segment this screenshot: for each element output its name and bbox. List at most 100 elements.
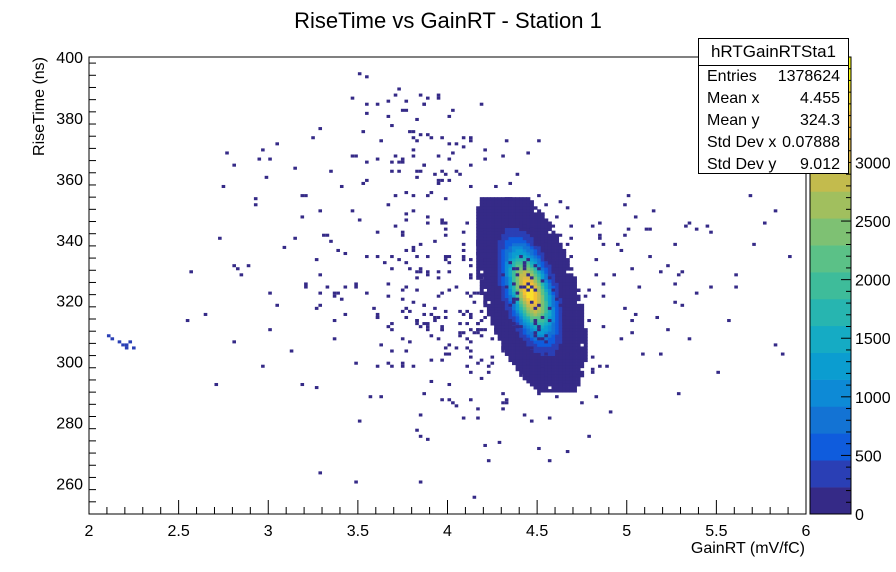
heatmap-cell — [400, 337, 405, 341]
heatmap-cell — [572, 282, 577, 286]
heatmap-cell — [537, 139, 541, 143]
heatmap-cell — [544, 306, 549, 311]
heatmap-cell — [537, 267, 541, 271]
heatmap-cell — [501, 230, 506, 235]
heatmap-cell — [544, 258, 548, 262]
heatmap-cell — [508, 261, 513, 265]
heatmap-cell — [526, 331, 531, 335]
heatmap-cell — [339, 184, 344, 189]
heatmap-cell — [515, 248, 520, 253]
heatmap-cell — [522, 294, 527, 299]
heatmap-cell — [400, 157, 405, 161]
heatmap-cell — [476, 322, 480, 326]
heatmap-cell — [544, 352, 548, 356]
heatmap-cell — [565, 303, 570, 308]
heatmap-cell — [583, 294, 588, 298]
color-scale-segment — [810, 460, 851, 488]
heatmap-cell — [544, 294, 549, 299]
heatmap-cell — [555, 364, 560, 369]
heatmap-cell — [490, 255, 495, 259]
heatmap-cell — [501, 288, 506, 292]
heatmap-cell — [504, 227, 509, 232]
heatmap-cell — [479, 209, 484, 213]
heatmap-cell — [544, 297, 549, 302]
heatmap-cell — [418, 480, 423, 484]
heatmap-cell — [544, 343, 549, 347]
heatmap-cell — [469, 264, 473, 268]
heatmap-cell — [415, 169, 419, 173]
heatmap-cell — [433, 239, 437, 243]
heatmap-cell — [515, 224, 520, 229]
heatmap-cell — [476, 251, 480, 256]
heatmap-cell — [512, 340, 516, 344]
heatmap-cell — [583, 337, 588, 341]
heatmap-cell — [555, 291, 560, 296]
y-axis-label: RiseTime (ns) — [31, 57, 48, 156]
heatmap-cell — [551, 373, 556, 378]
heatmap-cell — [569, 328, 574, 332]
heatmap-cell — [501, 233, 506, 238]
heatmap-cell — [580, 352, 585, 356]
heatmap-cell — [483, 221, 488, 225]
heatmap-cell — [479, 264, 484, 268]
heatmap-cell — [544, 288, 549, 292]
heatmap-cell — [540, 355, 545, 360]
heatmap-cell — [537, 334, 542, 338]
heatmap-cell — [555, 315, 560, 320]
heatmap-cell — [522, 364, 527, 369]
heatmap-cell — [501, 392, 505, 396]
heatmap-cell — [508, 282, 513, 286]
heatmap-cell — [526, 282, 530, 286]
heatmap-cell — [504, 221, 509, 225]
heatmap-cell — [529, 200, 534, 204]
heatmap-cell — [504, 291, 509, 296]
heatmap-cell — [504, 337, 509, 341]
heatmap-cell — [558, 364, 563, 369]
heatmap-cell — [336, 248, 340, 252]
heatmap-cell — [476, 261, 481, 265]
heatmap-cell — [512, 242, 517, 247]
heatmap-cell — [533, 328, 538, 332]
heatmap-cell — [562, 328, 567, 332]
heatmap-cell — [519, 343, 524, 347]
heatmap-cell — [529, 361, 534, 366]
heatmap-cell — [422, 322, 426, 326]
heatmap-cell — [544, 358, 549, 363]
heatmap-cell — [562, 346, 567, 350]
heatmap-cell — [504, 248, 509, 253]
heatmap-cell — [440, 291, 444, 295]
heatmap-cell — [680, 303, 685, 307]
heatmap-cell — [476, 270, 481, 274]
heatmap-cell — [515, 212, 520, 216]
heatmap-cell — [494, 197, 499, 201]
heatmap-cell — [275, 142, 279, 146]
heatmap-cell — [666, 328, 670, 332]
heatmap-cell — [529, 312, 534, 317]
heatmap-cell — [537, 309, 542, 314]
heatmap-cell — [404, 212, 409, 216]
heatmap-cell — [533, 215, 538, 219]
heatmap-cell — [443, 221, 448, 225]
heatmap-cell — [526, 367, 531, 372]
heatmap-cell — [508, 340, 513, 344]
heatmap-cell — [515, 352, 520, 356]
heatmap-cell — [734, 273, 738, 277]
heatmap-cell — [479, 276, 484, 280]
heatmap-cell — [537, 248, 542, 253]
heatmap-cell — [576, 297, 581, 302]
heatmap-cell — [476, 264, 481, 268]
heatmap-cell — [558, 358, 563, 363]
heatmap-cell — [519, 282, 524, 286]
heatmap-cell — [501, 203, 506, 207]
heatmap-cell — [533, 376, 538, 381]
heatmap-cell — [533, 373, 538, 378]
heatmap-cell — [565, 382, 570, 387]
heatmap-cell — [583, 340, 588, 344]
heatmap-cell — [637, 285, 642, 289]
heatmap-cell — [486, 288, 491, 292]
heatmap-cell — [572, 373, 577, 377]
heatmap-cell — [494, 209, 499, 213]
heatmap-cell — [547, 373, 552, 378]
heatmap-cell — [501, 242, 506, 247]
heatmap-cell — [576, 306, 581, 311]
